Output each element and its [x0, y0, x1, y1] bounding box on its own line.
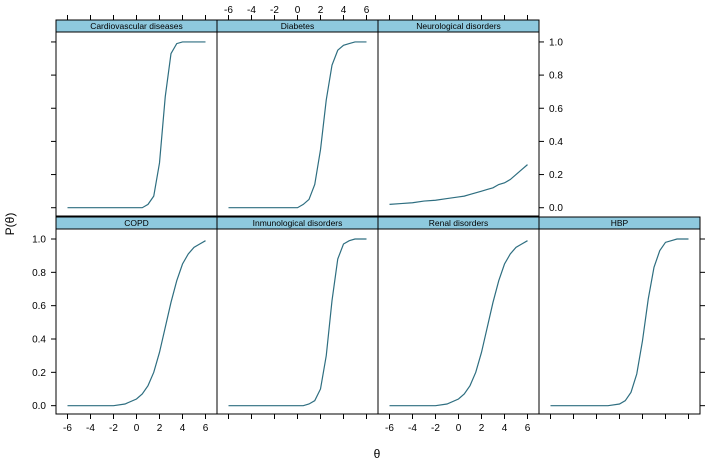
series-line-hbp: [550, 238, 689, 407]
panel-frame: [216, 31, 379, 217]
series-line-copd: [67, 240, 206, 407]
strip-label: Inmunological disorders: [253, 218, 343, 228]
strip-label: Renal disorders: [429, 218, 489, 228]
panel-diabetes: Diabetes: [216, 19, 379, 217]
x-ticks-top: [389, 15, 528, 20]
panel-inmunological-disorders: Inmunological disorders: [216, 216, 379, 415]
y-axis-right: 0.0 0.2 0.4 0.6 0.8 1.0: [539, 37, 563, 214]
panels-group: Cardiovascular diseases Diabetes Neurologi…: [55, 19, 701, 415]
x-tick-label: 0: [134, 423, 140, 434]
strip-label: Neurological disorders: [416, 21, 501, 31]
series-line-diabetes: [228, 41, 367, 209]
panel-frame: [538, 228, 701, 415]
panel-frame: [377, 31, 540, 217]
x-tick-label: 0: [456, 423, 462, 434]
panel-neurological-disorders: Neurological disorders: [377, 19, 540, 217]
x-axis-title: θ: [374, 447, 381, 461]
y-tick-label: 1.0: [549, 37, 563, 48]
x-ticks-bottom: [550, 414, 689, 419]
y-axis-title: P(θ): [3, 213, 17, 236]
x-ticks-top: [67, 15, 206, 20]
x-tick-label: 6: [364, 5, 370, 16]
strip-label: Cardiovascular diseases: [90, 21, 183, 31]
x-ticks-bottom: [228, 414, 367, 419]
series-line-cardiovascular-diseases: [67, 41, 206, 209]
x-tick-label: -6: [63, 423, 72, 434]
y-tick-label: 0.4: [549, 137, 563, 148]
x-tick-label: 0: [295, 5, 301, 16]
x-tick-label: 4: [180, 423, 186, 434]
y-axis-right: [700, 238, 705, 407]
y-tick-label: 0.0: [32, 401, 46, 412]
y-tick-label: 0.0: [549, 203, 563, 214]
panel-frame: [55, 31, 218, 217]
strip-label: Diabetes: [281, 21, 315, 31]
x-tick-label: 4: [341, 5, 347, 16]
x-tick-label: 2: [318, 5, 324, 16]
x-axis-bottom: -6 -4 -2 0 2 4 6: [385, 414, 531, 434]
x-tick-label: 6: [525, 423, 531, 434]
x-tick-label: -4: [86, 423, 95, 434]
x-tick-label: -2: [270, 5, 279, 16]
x-tick-label: 6: [203, 423, 209, 434]
series-line-inmunological-disorders: [228, 238, 367, 407]
x-tick-label: -6: [385, 423, 394, 434]
y-tick-label: 0.6: [549, 104, 563, 115]
panel-hbp: HBP: [538, 216, 701, 415]
y-axis-left: [51, 41, 56, 209]
panel-frame: [377, 228, 540, 415]
x-tick-label: -4: [247, 5, 256, 16]
panel-frame: [216, 228, 379, 415]
x-tick-label: 2: [479, 423, 485, 434]
x-tick-label: -2: [431, 423, 440, 434]
y-tick-label: 0.2: [32, 368, 46, 379]
series-line-neurological-disorders: [389, 164, 528, 205]
panel-frame: [55, 228, 218, 415]
x-axis-top: -6 -4 -2 0 2 4 6: [224, 5, 370, 20]
panel-cardiovascular-diseases: Cardiovascular diseases: [55, 19, 218, 217]
panel-renal-disorders: Renal disorders: [377, 216, 540, 415]
x-tick-label: 2: [157, 423, 163, 434]
series-line-renal-disorders: [389, 240, 528, 407]
y-tick-label: 0.6: [32, 301, 46, 312]
y-tick-label: 1.0: [32, 235, 46, 246]
y-tick-label: 0.8: [32, 268, 46, 279]
axes-group: -6 -4 -2 0 2 4 60.00.20.40.60.81.0-6 -4 -2 0 2 4 6 -6…: [32, 5, 705, 434]
strip-label: HBP: [611, 218, 629, 228]
x-tick-label: -2: [109, 423, 118, 434]
y-axis-left: 0.0 0.2 0.4 0.6 0.8 1.0: [32, 235, 56, 412]
strip-label: COPD: [124, 218, 149, 228]
panel-copd: COPD: [55, 216, 218, 415]
x-axis-bottom: -6 -4 -2 0 2 4 6: [63, 414, 209, 434]
y-tick-label: 0.8: [549, 71, 563, 82]
x-tick-label: 4: [502, 423, 508, 434]
y-tick-label: 0.2: [549, 170, 563, 181]
x-tick-label: -6: [224, 5, 233, 16]
y-tick-label: 0.4: [32, 335, 46, 346]
x-tick-label: -4: [408, 423, 417, 434]
